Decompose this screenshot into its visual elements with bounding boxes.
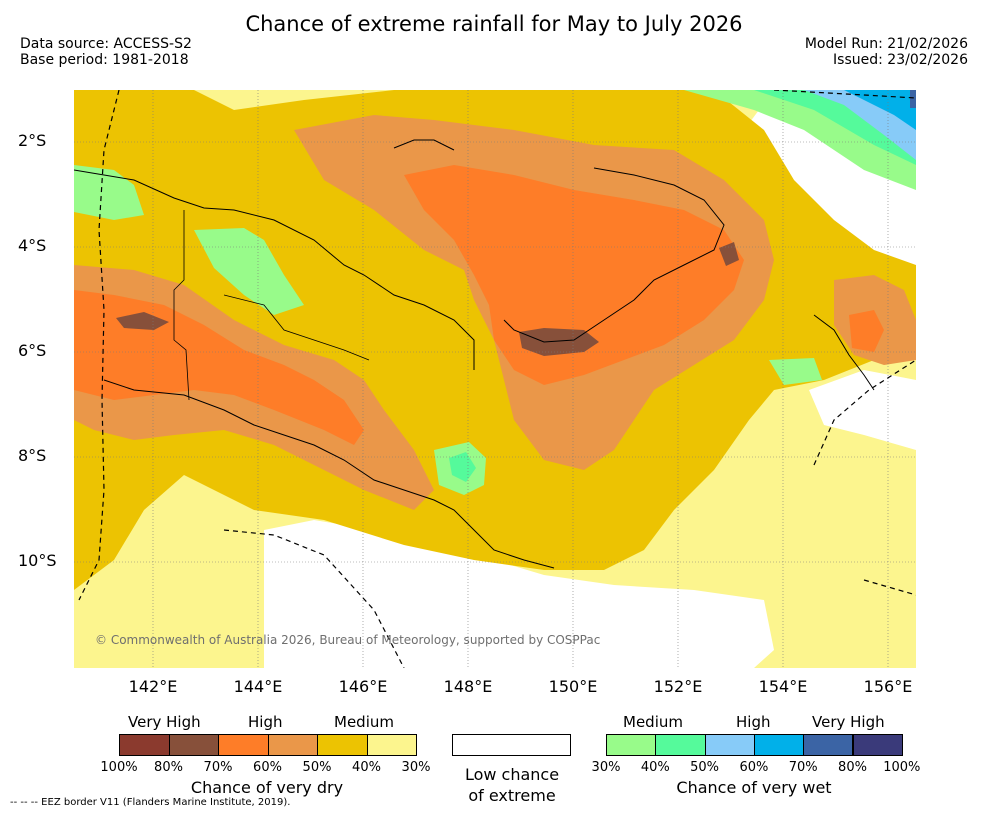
wet-level-very-high: Very High — [812, 713, 885, 731]
eez-border-northeast — [773, 90, 916, 99]
eez-border-east — [813, 359, 916, 466]
dry-legend-percent-label: 70% — [203, 760, 233, 775]
dry-legend-percent-label: 50% — [302, 760, 332, 775]
wet-medium-area-northwest — [74, 165, 144, 220]
dry-very-high-patch-center — [519, 328, 599, 356]
dry-high-region-dark-east — [849, 310, 884, 352]
lat-label-6s: 6°S — [18, 341, 47, 360]
eez-border-southeast — [863, 579, 916, 596]
dry-legend-swatch — [366, 734, 417, 756]
wet-legend-percent-label: 70% — [788, 760, 818, 775]
wet-legend-swatch — [803, 734, 854, 756]
dry-level-medium: Medium — [334, 713, 394, 731]
lon-label-146e: 146°E — [338, 677, 388, 696]
lon-label-150e: 150°E — [548, 677, 598, 696]
low-chance-area-southeast — [809, 370, 916, 450]
dry-legend-swatch — [317, 734, 368, 756]
national-borders — [173, 210, 370, 401]
eez-note: -- -- -- EEZ border V11 (Flanders Marine… — [10, 797, 291, 808]
eez-borders — [78, 90, 916, 668]
wet-level-medium: Medium — [623, 713, 683, 731]
wet-high-area-south — [449, 452, 476, 482]
dry-legend-percent-label: 40% — [352, 760, 381, 775]
coastline-new-britain — [503, 167, 725, 343]
eez-border-south — [223, 529, 405, 668]
wet-legend-swatch — [704, 734, 755, 756]
lon-label-152e: 152°E — [653, 677, 703, 696]
dry-legend-swatch — [168, 734, 219, 756]
dry-level-high: High — [248, 713, 283, 731]
coastline-new-guinea-north — [74, 169, 475, 370]
low-chance-caption-line1: Low chance — [464, 765, 560, 784]
copyright-notice: © Commonwealth of Australia 2026, Bureau… — [95, 633, 601, 647]
dry-level-very-high: Very High — [128, 713, 201, 731]
dry-legend-percent-label: 80% — [154, 760, 183, 775]
meta-left: Data source: ACCESS-S2 Base period: 1981… — [20, 36, 192, 68]
dry-legend-swatch — [267, 734, 318, 756]
meta-right: Model Run: 21/02/2026 Issued: 23/02/2026 — [805, 36, 968, 68]
wet-legend-percent-label: 40% — [640, 760, 670, 775]
wet-legend-caption: Chance of very wet — [676, 778, 832, 797]
grid-lines — [74, 90, 916, 668]
wet-legend-percent-label: 60% — [739, 760, 769, 775]
dry-legend-swatch — [218, 734, 269, 756]
eez-border-west — [78, 90, 120, 601]
wet-legend-percent-label: 100% — [883, 760, 921, 775]
wet-medium-area-inland — [194, 228, 304, 315]
lon-label-154e: 154°E — [758, 677, 808, 696]
lat-label-2s: 2°S — [18, 131, 47, 150]
coastline-new-ireland — [393, 139, 455, 151]
model-run: Model Run: 21/02/2026 — [804, 36, 968, 52]
dry-legend-percent-label: 60% — [253, 760, 282, 775]
wet-legend-percent-label: 80% — [838, 760, 867, 775]
coastline-bougainville — [813, 314, 875, 391]
issued-date: Issued: 23/02/2026 — [833, 52, 968, 68]
wet-legend-swatch — [852, 734, 903, 756]
wet-level-high: High — [736, 713, 771, 731]
dry-very-high-patch-east — [719, 242, 739, 266]
rainfall-map[interactable] — [74, 90, 916, 668]
low-chance-caption-line2: of extreme — [468, 786, 556, 805]
low-chance-caption: Low chance of extreme — [432, 764, 592, 806]
low-chance-area-southwest — [264, 520, 774, 668]
coastlines — [74, 139, 875, 569]
wet-legend-swatch — [606, 734, 657, 756]
base-period: Base period: 1981-2018 — [20, 52, 189, 68]
lat-label-8s: 8°S — [18, 446, 47, 465]
lat-label-10s: 10°S — [18, 551, 57, 570]
dry-legend-percent-label: 100% — [100, 760, 138, 775]
map-title: Chance of extreme rainfall for May to Ju… — [245, 12, 743, 36]
dry-legend-percent-label: 30% — [401, 760, 431, 775]
dry-legend-swatch — [119, 734, 170, 756]
dry-legend-caption: Chance of very dry — [190, 778, 344, 797]
wet-legend-percent-label: 50% — [690, 760, 720, 775]
low-chance-swatch — [452, 734, 571, 756]
lon-label-142e: 142°E — [128, 677, 178, 696]
wet-legend-percent-label: 30% — [591, 760, 621, 775]
lat-label-4s: 4°S — [18, 236, 47, 255]
wet-extreme-area — [910, 90, 916, 108]
dry-high-region-dark-north — [404, 165, 744, 385]
wet-very-high-area — [844, 90, 916, 130]
dry-very-high-patch-west — [116, 312, 169, 330]
wet-legend-swatch — [753, 734, 805, 756]
png-border — [173, 210, 190, 401]
wet-legend-swatch — [655, 734, 706, 756]
lon-label-144e: 144°E — [233, 677, 283, 696]
lon-label-156e: 156°E — [863, 677, 913, 696]
lon-label-148e: 148°E — [443, 677, 493, 696]
data-source: Data source: ACCESS-S2 — [20, 36, 192, 52]
coastline-new-guinea-south — [103, 379, 555, 569]
wet-medium-area-east — [769, 358, 822, 385]
province-border — [223, 294, 370, 361]
